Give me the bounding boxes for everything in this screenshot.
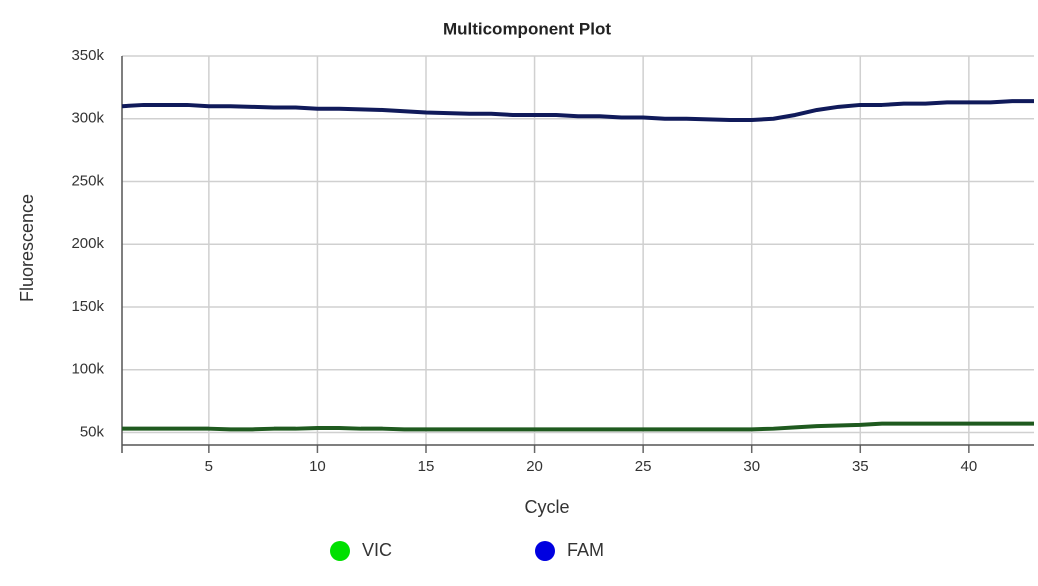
series-line [121,99,1034,122]
x-tick-label: 40 [961,458,978,475]
y-tick-label: 300k [71,110,104,127]
x-tick-label: 10 [309,458,326,475]
y-tick-label: 150k [71,298,104,315]
x-tick-label: 25 [635,458,652,475]
x-tick-label: 15 [418,458,435,475]
chart-title: Multicomponent Plot [443,19,611,38]
y-tick-label: 50k [80,423,105,440]
legend-marker [330,541,350,561]
y-tick-label: 200k [71,235,104,252]
y-tick-label: 100k [71,361,104,378]
x-tick-label: 5 [205,458,213,475]
y-axis-label: Fluorescence [17,194,37,302]
y-tick-label: 250k [71,172,104,189]
legend-label: VIC [362,540,392,560]
x-axis-label: Cycle [524,497,569,517]
legend-marker [535,541,555,561]
x-tick-label: 35 [852,458,869,475]
series-line [122,421,1034,432]
x-tick-label: 30 [743,458,760,475]
legend-label: FAM [567,540,604,560]
x-tick-label: 20 [526,458,543,475]
y-tick-label: 350k [71,47,104,64]
